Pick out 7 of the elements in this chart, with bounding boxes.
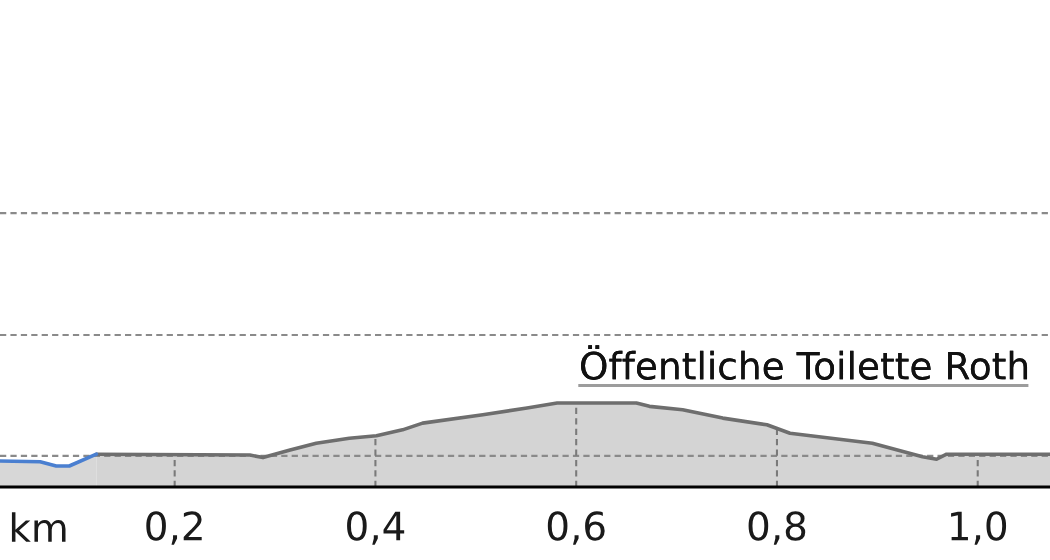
x-tick-label: 1,0 [951,511,1007,545]
x-tick-label: 0,8 [748,511,806,545]
x-tick-label: 0,4 [347,511,405,545]
x-axis-title: km [11,512,66,542]
x-tick-label: 0,2 [146,511,202,545]
x-tick-label: 0,6 [547,511,605,545]
annotation: Öffentliche Toilette Roth [578,345,1029,386]
